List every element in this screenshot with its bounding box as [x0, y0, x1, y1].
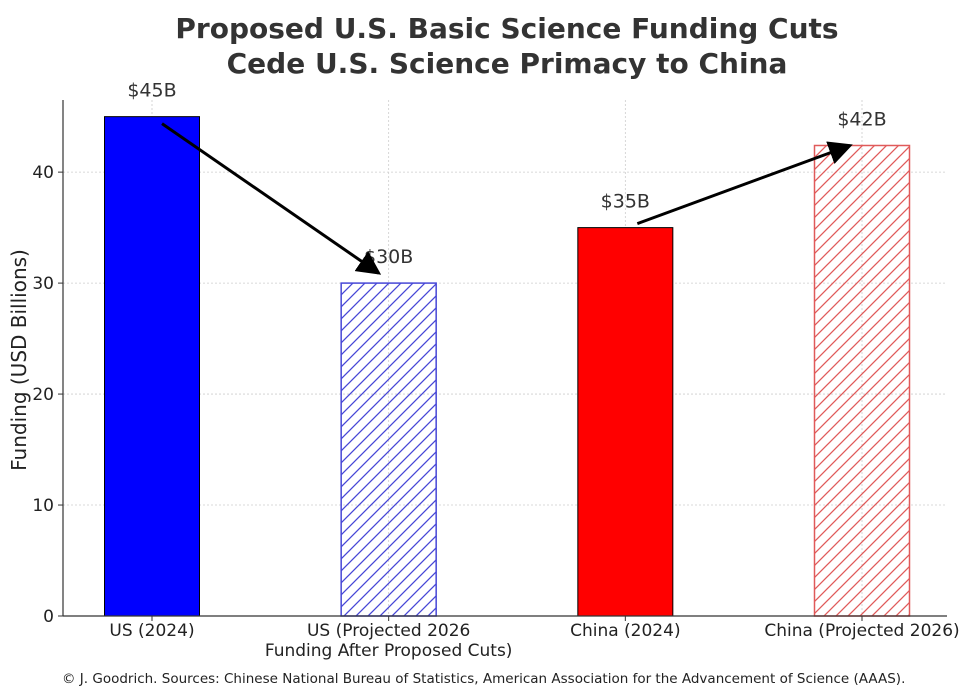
trend-arrow-0: [161, 122, 382, 275]
x-tick-label-1-line-1: Funding After Proposed Cuts): [265, 641, 513, 661]
x-tick-label-1-line-0: US (Projected 2026: [307, 621, 470, 641]
data-label-1: $30B: [364, 246, 413, 268]
bar-1: [340, 282, 437, 617]
bar-3: [813, 144, 911, 617]
x-tick-label-0: US (2024): [109, 621, 194, 641]
trend-arrows: [161, 122, 853, 275]
axes: [62, 100, 947, 617]
data-label-2: $35B: [601, 191, 650, 213]
y-tick-label-3: 30: [32, 274, 54, 294]
x-tick-label-3: China (Projected 2026): [764, 621, 959, 641]
chart-title-line-2: Cede U.S. Science Primacy to China: [227, 47, 788, 80]
data-label-0: $45B: [127, 80, 176, 102]
y-tick-label-0: 0: [43, 607, 54, 627]
bar-2: [577, 227, 674, 617]
bars: [104, 116, 911, 617]
data-label-3: $42B: [837, 108, 886, 130]
y-axis-label: Funding (USD Billions): [7, 249, 31, 471]
source-credit: © J. Goodrich. Sources: Chinese National…: [62, 671, 905, 687]
x-tick-label-2: China (2024): [570, 621, 681, 641]
y-axis-ticks: 0 10 20 30 40: [32, 163, 63, 627]
bar-0: [104, 116, 200, 617]
chart-title-line-1: Proposed U.S. Basic Science Funding Cuts: [175, 12, 838, 45]
y-tick-label-2: 20: [32, 385, 54, 405]
trend-arrow-1: [636, 141, 853, 226]
y-tick-label-1: 10: [32, 496, 54, 516]
y-tick-label-4: 40: [32, 163, 54, 183]
chart-title: Proposed U.S. Basic Science Funding Cuts…: [175, 12, 838, 80]
